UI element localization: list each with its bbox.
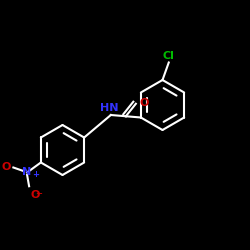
Text: O: O [140, 98, 149, 108]
Text: HN: HN [100, 102, 119, 113]
Text: O: O [2, 162, 11, 172]
Text: Cl: Cl [163, 50, 175, 60]
Text: N: N [22, 168, 32, 177]
Text: −: − [35, 189, 42, 198]
Text: +: + [32, 170, 40, 179]
Text: O: O [30, 190, 40, 200]
